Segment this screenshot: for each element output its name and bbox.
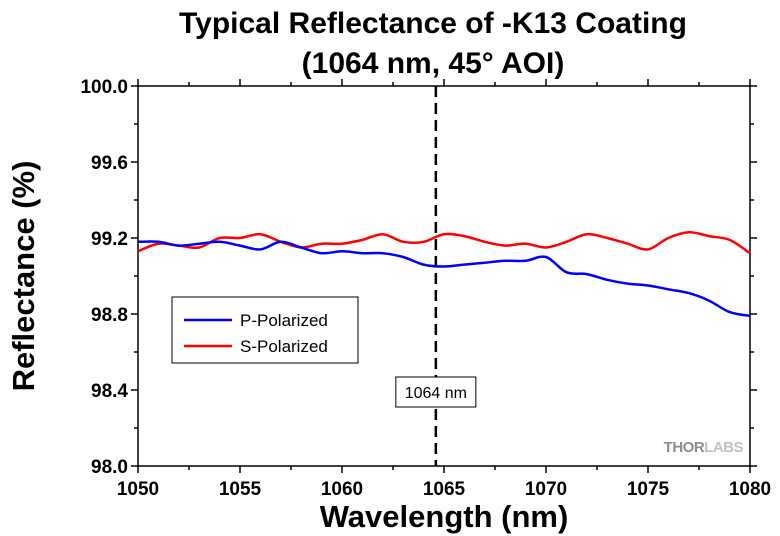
legend-frame [171, 296, 359, 364]
watermark-logo: THORLABS [664, 439, 744, 456]
y-tick-label-1: 98.4 [91, 381, 128, 402]
y-axis-title: Reflectance (%) [6, 161, 41, 392]
x-tick-label-1060: 1060 [321, 479, 363, 500]
y-tick-label-2: 98.8 [91, 305, 128, 326]
plot-area: 1050 1055 1060 1065 1070 1075 1080 98.0 98.4 98.8… [80, 77, 771, 500]
y-tick-label-5: 100.0 [80, 77, 128, 98]
marker-label-frame [395, 376, 477, 408]
x-axis-title: Wavelength (nm) [320, 499, 569, 534]
legend-label-p-polarized: P-Polarized [240, 311, 328, 330]
series-line-p-polarized [137, 240, 751, 318]
legend-label-s-polarized: S-Polarized [240, 337, 328, 356]
x-tick-label-1055: 1055 [219, 479, 262, 500]
marker-label: 1064 nm [405, 385, 467, 402]
y-tick-label-0: 98.0 [91, 457, 128, 478]
x-tick-label-1080: 1080 [729, 479, 771, 500]
axis-ticks: 1050 1055 1060 1065 1070 1075 1080 98.0 98.4 98.8… [80, 77, 771, 500]
y-axis-title-group: Reflectance (%) [6, 161, 41, 392]
x-tick-label-1070: 1070 [525, 479, 567, 500]
watermark-part2: LABS [704, 439, 743, 456]
x-tick-label-1065: 1065 [423, 479, 466, 500]
chart-subtitle: (1064 nm, 45° AOI) [302, 47, 565, 80]
series-line-s-polarized [137, 231, 751, 255]
plot-frame [137, 85, 751, 467]
watermark-part1: THOR [664, 439, 705, 456]
x-tick-label-1050: 1050 [117, 479, 159, 500]
x-tick-label-1075: 1075 [627, 479, 670, 500]
series-layer [137, 231, 751, 318]
y-tick-label-4: 99.6 [91, 153, 128, 174]
chart-title: Typical Reflectance of -K13 Coating [179, 7, 687, 40]
marker-label-box: 1064 nm [395, 376, 477, 408]
svg-text:THORLABS: THORLABS [664, 439, 744, 456]
y-tick-label-3: 99.2 [91, 229, 128, 250]
legend: P-Polarized S-Polarized [171, 296, 359, 364]
